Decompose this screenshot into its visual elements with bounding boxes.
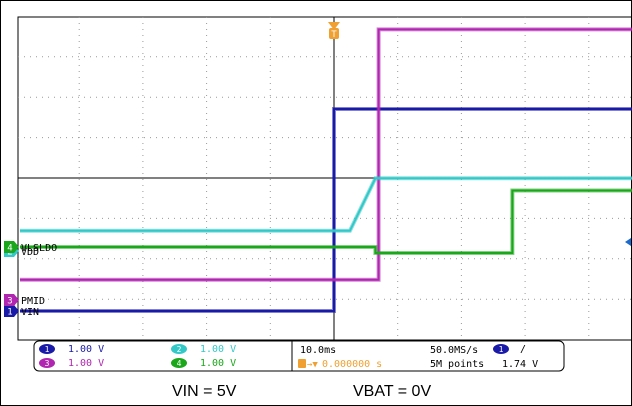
svg-text:4: 4: [177, 359, 182, 368]
channel-number: 3: [7, 297, 12, 307]
channel-label-pmid: 3 PMID: [4, 294, 45, 307]
trigger-level: 1.74 V: [502, 359, 538, 370]
svg-text:3: 3: [45, 359, 50, 368]
svg-text:1: 1: [45, 345, 50, 354]
info-panel: 1 1.00 V 2 1.00 V 3 1.00 V 4 1.00 V 10.0ms →▼ 0…: [33, 340, 565, 372]
trace-pmid: [20, 28, 632, 281]
trigger-marker-icon: T: [328, 22, 340, 39]
svg-text:1.00 V: 1.00 V: [200, 344, 236, 355]
trigger-offset: 0.000000 s: [322, 359, 382, 370]
channel-name: VLSLDO: [21, 243, 57, 254]
scale-ch2: 2 1.00 V: [171, 344, 236, 355]
channel-name: PMID: [21, 296, 45, 307]
svg-text:1.00 V: 1.00 V: [68, 344, 104, 355]
svg-text:→▼: →▼: [307, 360, 318, 370]
trigger-level-arrow-icon: [625, 238, 631, 246]
scale-ch1: 1 1.00 V: [39, 344, 104, 355]
trigger-channel: 1: [499, 345, 504, 354]
channel-labels: 1VIN3PMID2VDD4VLSLDO: [4, 241, 57, 318]
svg-text:1.00 V: 1.00 V: [68, 358, 104, 369]
trigger-slope: /: [520, 344, 526, 355]
scale-ch4: 4 1.00 V: [171, 358, 236, 369]
record-length: 5M points: [430, 359, 484, 370]
scale-ch3: 3 1.00 V: [39, 358, 104, 369]
trace-vin: [20, 108, 632, 312]
channel-number: 1: [7, 308, 12, 318]
trace-vlsldo: [20, 189, 632, 255]
time-per-div: 10.0ms: [300, 345, 336, 356]
channel-number: 4: [7, 244, 12, 254]
trigger-marker-label: T: [331, 29, 337, 39]
channel-name: VIN: [21, 307, 39, 318]
channel-name: VDD: [21, 247, 39, 258]
channel-label-vlsldo: 4 VLSLDO: [4, 241, 57, 254]
svg-text:1.00 V: 1.00 V: [200, 358, 236, 369]
trace-vdd: [20, 177, 632, 232]
caption-vin: VIN = 5V: [172, 383, 237, 400]
svg-text:2: 2: [177, 345, 182, 354]
traces: [20, 27, 632, 313]
plot-grid: [17, 16, 632, 341]
sample-rate: 50.0MS/s: [430, 345, 478, 356]
channel-label-vin: 1 VIN: [4, 305, 39, 318]
caption-vbat: VBAT = 0V: [353, 383, 432, 400]
